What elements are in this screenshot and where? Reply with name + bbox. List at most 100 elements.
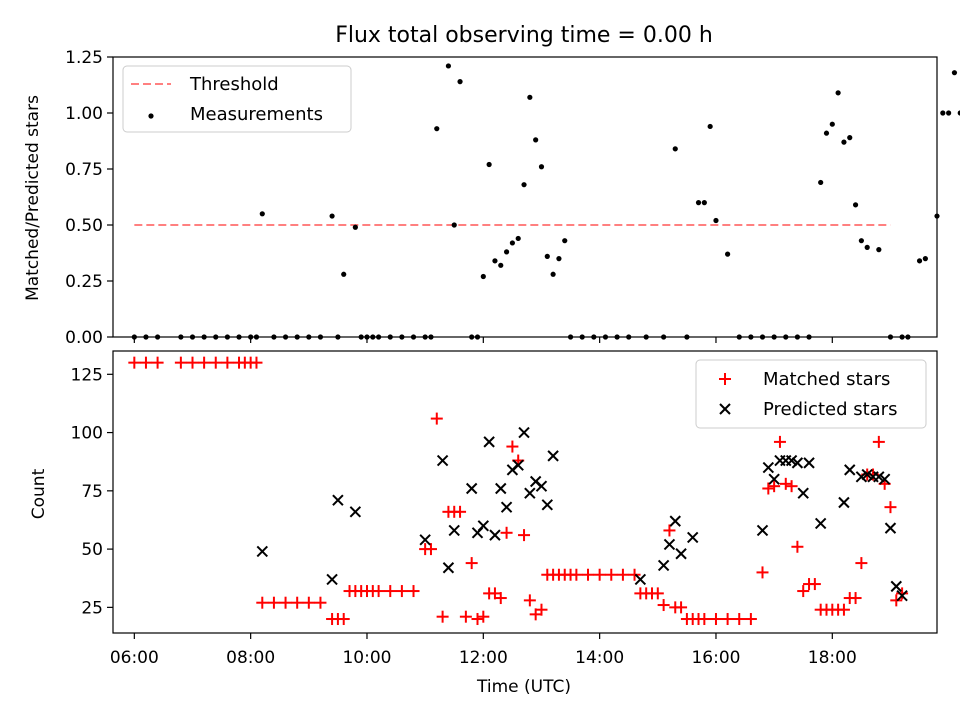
measurement-point [823, 130, 830, 136]
top-y-tick-label: 0.75 [65, 160, 103, 180]
measurement-point [550, 271, 556, 277]
top-legend-box [122, 65, 352, 133]
predicted-star-point [448, 524, 460, 537]
measurement-point [509, 240, 515, 246]
predicted-star-point [873, 471, 885, 483]
matched-star-point [570, 568, 583, 581]
predicted-star-point [256, 545, 268, 558]
matched-star-point [808, 578, 821, 591]
top-y-ticks: 0.00 0.25 0.50 0.75 1.00 1.25 [65, 48, 113, 348]
matched-star-point [459, 610, 472, 623]
predicted-star-point [524, 487, 536, 499]
x-tick-label: 06:00 [110, 648, 159, 668]
predicted-star-point [878, 473, 891, 485]
matched-star-point [436, 610, 449, 623]
predicted-star-point [768, 473, 780, 485]
count-points [128, 356, 909, 626]
predicted-star-point [477, 520, 490, 532]
x-tick-label: 16:00 [691, 648, 740, 668]
bottom-y-tick-label: 50 [81, 540, 103, 560]
matched-star-point [424, 543, 437, 556]
matched-star-point [221, 356, 234, 369]
matched-star-point [151, 356, 164, 369]
matched-star-point [779, 477, 792, 490]
predicted-star-point [803, 457, 815, 469]
matched-star-point [314, 596, 327, 609]
measurement-point [818, 179, 824, 186]
measurements-legend-label: Measurements [190, 104, 323, 125]
predicted-star-point [500, 501, 513, 513]
measurement-point [480, 273, 486, 280]
measurement-point [259, 211, 265, 217]
matched-star-point [675, 601, 688, 614]
predicted-star-point [663, 538, 676, 551]
measurement-point [445, 63, 452, 69]
matched-star-point [465, 557, 478, 570]
matched-stars-legend-swatch [719, 373, 731, 385]
matched-star-point [174, 356, 187, 369]
matched-star-point [651, 587, 664, 600]
predicted-star-point [756, 524, 769, 537]
matched-star-point [872, 435, 885, 448]
predicted-star-point [332, 494, 344, 506]
top-y-tick-label: 1.00 [65, 104, 103, 124]
matched-star-point [279, 596, 292, 609]
matched-star-point [535, 603, 548, 616]
bottom-y-tick-label: 75 [81, 482, 103, 502]
predicted-star-point [547, 450, 559, 462]
predicted-star-point [797, 487, 809, 499]
measurement-point [538, 164, 545, 170]
predicted-star-point [657, 559, 670, 572]
matched-star-point [291, 596, 304, 609]
measurement-point [922, 256, 928, 262]
matched-star-point [616, 568, 629, 581]
predicted-star-point [791, 457, 804, 469]
matched-star-point [139, 356, 152, 369]
matched-star-point [186, 356, 199, 369]
matched-star-point [744, 613, 757, 626]
predicted-star-point [896, 590, 908, 602]
measurement-point [695, 200, 702, 206]
matched-star-point [628, 568, 641, 581]
predicted-star-point [535, 480, 548, 492]
matched-star-point [337, 613, 350, 626]
bottom-y-ticks: 25 50 75 100 125 [71, 365, 113, 618]
measurement-point [562, 238, 568, 244]
matched-star-point [267, 596, 280, 609]
matched-star-point [128, 356, 141, 369]
matched-star-point [518, 529, 531, 542]
measurement-point [835, 90, 841, 96]
matched-star-point [506, 440, 519, 453]
measurement-point [672, 146, 678, 152]
measurement-point [946, 110, 952, 116]
predicted-stars-legend-swatch [719, 403, 731, 415]
predicted-star-point [855, 471, 868, 483]
matched-star-point [855, 557, 868, 570]
matched-star-point [797, 585, 810, 598]
measurement-point [457, 79, 463, 85]
measurement-point [556, 256, 562, 262]
matched-star-point [785, 480, 798, 493]
measurement-point [957, 110, 960, 116]
predicted-star-point [634, 573, 647, 586]
x-axis-label: Time (UTC) [476, 677, 571, 697]
matched-star-point [250, 356, 263, 369]
matched-star-point [762, 482, 775, 495]
matched-star-point [709, 613, 722, 626]
predicted-star-point [687, 531, 699, 544]
bottom-y-tick-label: 125 [71, 365, 103, 385]
predicted-star-point [442, 562, 455, 574]
threshold-legend-label: Threshold [189, 74, 279, 95]
measurement-point [876, 247, 882, 253]
bottom-axes-frame [112, 350, 938, 634]
predicted-star-point [814, 517, 827, 530]
measurement-point [329, 213, 335, 219]
measurement-point [852, 202, 859, 208]
measurement-point [707, 123, 713, 130]
top-y-tick-label: 0.50 [65, 216, 103, 236]
matched-stars-legend-label: Matched stars [763, 369, 890, 390]
predicted-star-point [465, 482, 478, 495]
matched-star-point [582, 568, 595, 581]
matched-star-point [756, 566, 769, 579]
